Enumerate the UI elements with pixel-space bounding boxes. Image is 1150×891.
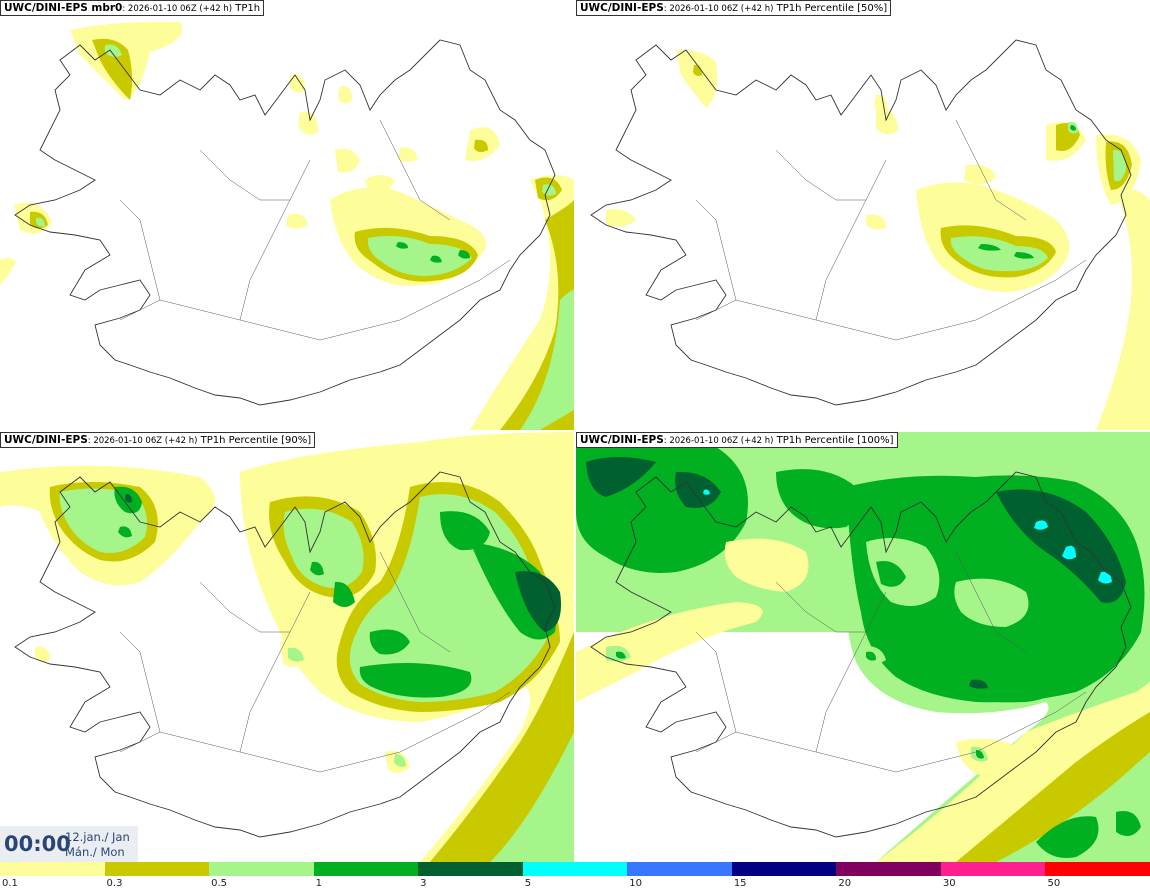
legend-color-3 [313, 862, 419, 876]
legend-color-6 [627, 862, 732, 876]
legend-color-4 [418, 862, 523, 876]
legend-label: 10 [629, 878, 642, 889]
panel-title: UWC/DINI-EPS: 2026-01-10 06Z (+42 h) TP1… [576, 0, 892, 16]
panel-model: UWC/DINI-EPS [4, 434, 88, 446]
precip-map [576, 432, 1150, 862]
legend-color-7 [731, 862, 837, 876]
legend-color-5 [522, 862, 628, 876]
valid-time: 00:00 [4, 832, 71, 856]
panel-field: TP1h [235, 3, 261, 14]
map-panel-p100: UWC/DINI-EPS: 2026-01-10 06Z (+42 h) TP1… [576, 432, 1150, 862]
legend-label: 30 [942, 878, 956, 889]
panel-title: UWC/DINI-EPS: 2026-01-10 06Z (+42 h) TP1… [0, 432, 316, 448]
map-panel-p50: UWC/DINI-EPS: 2026-01-10 06Z (+42 h) TP1… [576, 0, 1150, 430]
legend-label: 0.3 [106, 878, 123, 889]
legend-label: 1 [315, 878, 322, 889]
valid-day-line: Mán./ Mon [65, 845, 125, 859]
color-legend: 0.1 0.3 0.5 1 3 5 10 15 20 30 50 [0, 862, 1150, 891]
map-panel-p90: UWC/DINI-EPS: 2026-01-10 06Z (+42 h) TP1… [0, 432, 574, 862]
legend-label: 20 [838, 878, 852, 889]
panel-meta: : 2026-01-10 06Z (+42 h) [663, 436, 774, 446]
legend-label: 50 [1047, 878, 1061, 889]
legend-color-2 [209, 862, 314, 876]
legend-label: 0.5 [211, 878, 227, 889]
map-panel-mbr0: UWC/DINI-EPS mbr0: 2026-01-10 06Z (+42 h… [0, 0, 574, 430]
legend-color-8 [836, 862, 941, 876]
precip-map [0, 432, 574, 862]
valid-time-box: 00:00 12.jan./ Jan Mán./ Mon [0, 826, 138, 862]
legend-label: 5 [524, 878, 532, 889]
panel-field: TP1h Percentile [100%] [776, 435, 894, 446]
legend-label: 15 [733, 878, 747, 889]
panel-meta: : 2026-01-10 06Z (+42 h) [122, 4, 233, 14]
panel-meta: : 2026-01-10 06Z (+42 h) [663, 4, 774, 14]
panel-divider [574, 0, 576, 862]
panel-model: UWC/DINI-EPS [580, 434, 664, 446]
legend-color-1 [104, 862, 210, 876]
legend-label: 3 [420, 878, 427, 889]
panel-title: UWC/DINI-EPS: 2026-01-10 06Z (+42 h) TP1… [576, 432, 898, 448]
panel-meta: : 2026-01-10 06Z (+42 h) [87, 436, 198, 446]
valid-date: 12.jan./ Jan Mán./ Mon [65, 830, 130, 860]
panel-field: TP1h Percentile [50%] [776, 3, 888, 14]
panel-title: UWC/DINI-EPS mbr0: 2026-01-10 06Z (+42 h… [0, 0, 265, 16]
valid-date-line: 12.jan./ Jan [65, 830, 130, 844]
legend-color-0 [0, 862, 105, 876]
panel-model: UWC/DINI-EPS [580, 2, 664, 14]
panel-field: TP1h Percentile [90%] [200, 435, 312, 446]
legend-color-10 [1045, 862, 1150, 876]
precip-map [590, 39, 1150, 430]
precip-map [0, 21, 574, 430]
legend-color-9 [940, 862, 1046, 876]
panel-model: UWC/DINI-EPS mbr0 [4, 2, 123, 14]
legend-label: 0.1 [2, 878, 18, 889]
